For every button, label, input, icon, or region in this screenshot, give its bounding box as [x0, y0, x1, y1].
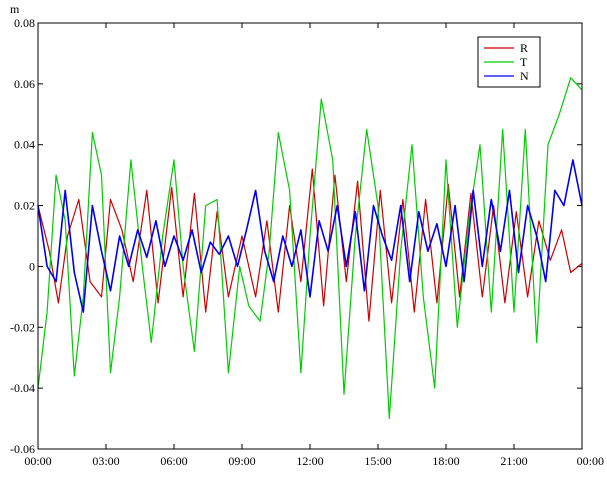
- x-tick-label: 09:00: [228, 454, 255, 468]
- y-tick-label: 0.06: [14, 77, 35, 91]
- legend: RTN: [477, 36, 541, 88]
- y-tick-label: 0.04: [14, 138, 35, 152]
- series-line-r: [37, 168, 583, 322]
- y-axis: 0.08 0.06 0.04 0.02 0 -0.02 -0.04 -0.06: [10, 16, 582, 456]
- legend-label-n: N: [520, 69, 529, 83]
- x-tick-label: 03:00: [92, 454, 119, 468]
- x-tick-label: 00:00: [24, 454, 51, 468]
- y-tick-label: 0.02: [14, 199, 35, 213]
- y-tick-label: 0: [29, 259, 35, 273]
- series-line-n: [37, 159, 583, 313]
- x-tick-label: 18:00: [432, 454, 459, 468]
- y-tick-label: -0.04: [10, 381, 35, 395]
- x-tick-label: 15:00: [364, 454, 391, 468]
- x-tick-label: 21:00: [500, 454, 527, 468]
- y-tick-label: -0.06: [10, 442, 35, 456]
- y-tick-label: -0.02: [10, 320, 35, 334]
- legend-label-t: T: [520, 55, 528, 69]
- x-tick-label: 06:00: [160, 454, 187, 468]
- plot-frame: [37, 22, 583, 450]
- series-layer: [37, 77, 583, 420]
- x-axis: 00:00 03:00 06:00 09:00 12:00 15:00 18:00 21:00…: [24, 23, 604, 468]
- legend-label-r: R: [520, 41, 528, 55]
- y-tick-label: 0.08: [14, 16, 35, 30]
- x-tick-label: 00:00: [577, 454, 604, 468]
- x-tick-label: 12:00: [296, 454, 323, 468]
- series-line-t: [37, 77, 583, 420]
- y-axis-unit: m: [10, 2, 20, 16]
